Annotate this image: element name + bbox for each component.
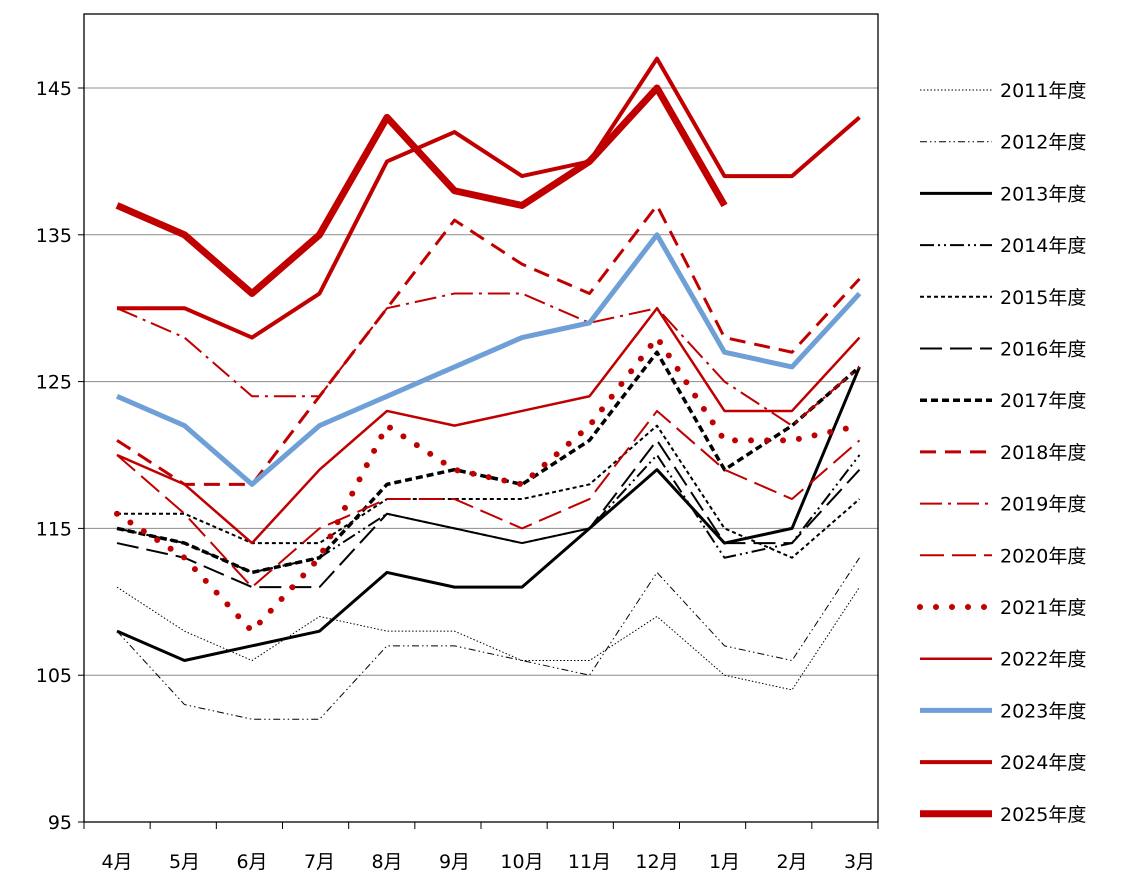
- x-tick-label: 4月: [101, 851, 132, 873]
- legend-item: 2018年度: [920, 442, 1086, 464]
- legend-label: 2024年度: [1000, 752, 1086, 774]
- legend-label: 2020年度: [1000, 545, 1086, 567]
- legend-label: 2022年度: [1000, 649, 1086, 671]
- x-tick-label: 10月: [500, 851, 543, 873]
- legend-label: 2014年度: [1000, 235, 1086, 257]
- x-tick-label: 2月: [776, 851, 807, 873]
- x-tick-label: 11月: [568, 851, 611, 873]
- legend-item: 2024年度: [920, 752, 1086, 774]
- legend-item: 2020年度: [920, 545, 1086, 567]
- series-line-2020年度: [116, 409, 861, 589]
- legend: 2011年度 2012年度 2013年度 2014年度 2015年度 2016年度 2017…: [917, 80, 1086, 826]
- legend-item: 2017年度: [920, 390, 1086, 412]
- x-tick-label: 3月: [844, 851, 875, 873]
- series-line-2012年度: [116, 557, 860, 720]
- legend-item: 2025年度: [920, 804, 1086, 826]
- plot-area-border: [83, 13, 879, 823]
- legend-item: 2012年度: [920, 132, 1086, 154]
- y-tick-label: 115: [36, 518, 72, 540]
- legend-label: 2023年度: [1000, 700, 1086, 722]
- series-line-2016年度: [116, 439, 861, 589]
- series-line-2022年度: [116, 306, 861, 545]
- x-tick-label: 12月: [635, 851, 678, 873]
- series-line-2015年度: [117, 424, 861, 559]
- series-line-2013年度: [116, 366, 861, 663]
- x-tick-label: 8月: [371, 851, 402, 873]
- legend-label: 2019年度: [1000, 494, 1086, 516]
- legend-label: 2016年度: [1000, 339, 1086, 361]
- series-line-2021年度: [114, 334, 863, 635]
- x-tick-label: 7月: [304, 851, 335, 873]
- x-axis: 4月 5月 6月 7月 8月 9月 10月 11月 12月 1月 2月 3月: [83, 822, 879, 873]
- legend-label: 2025年度: [1000, 804, 1086, 826]
- gridlines: [84, 87, 878, 676]
- legend-item: 2022年度: [920, 649, 1086, 671]
- series-line-2023年度: [116, 232, 862, 487]
- y-tick-label: 95: [48, 812, 72, 834]
- series-line-2024年度: [117, 56, 861, 340]
- legend-item: 2016年度: [920, 339, 1086, 361]
- legend-item: 2014年度: [920, 235, 1086, 257]
- legend-label: 2021年度: [1000, 597, 1086, 619]
- legend-item: 2011年度: [920, 80, 1086, 102]
- x-tick-label: 1月: [709, 851, 740, 873]
- legend-item: 2013年度: [920, 183, 1086, 205]
- x-tick-label: 9月: [439, 851, 470, 873]
- series-line-2011年度: [116, 586, 860, 691]
- legend-item: 2023年度: [920, 700, 1086, 722]
- series-line-2018年度: [116, 203, 861, 486]
- x-tick-label: 5月: [169, 851, 200, 873]
- legend-label: 2012年度: [1000, 132, 1086, 154]
- legend-item: 2021年度: [917, 597, 1086, 619]
- y-tick-label: 105: [36, 665, 72, 687]
- series-line-2019年度: [116, 292, 861, 427]
- legend-item: 2019年度: [920, 494, 1086, 516]
- legend-item: 2015年度: [920, 287, 1086, 309]
- legend-label: 2015年度: [1000, 287, 1086, 309]
- legend-label: 2018年度: [1000, 442, 1086, 464]
- x-tick-label: 6月: [236, 851, 267, 873]
- y-tick-label: 135: [36, 225, 72, 247]
- legend-label: 2013年度: [1000, 183, 1086, 205]
- y-tick-label: 125: [36, 372, 72, 394]
- legend-label: 2011年度: [1000, 80, 1086, 102]
- series-line-2025年度: [115, 84, 728, 298]
- series-line-2014年度: [116, 454, 861, 574]
- series-lines: [114, 56, 863, 720]
- legend-label: 2017年度: [1000, 390, 1086, 412]
- y-tick-label: 145: [36, 78, 72, 100]
- y-axis: 95 105 115 125 135 145: [36, 78, 84, 834]
